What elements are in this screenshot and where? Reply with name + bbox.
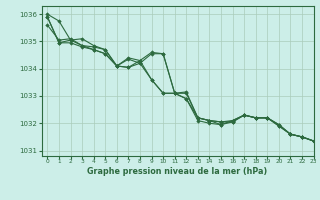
X-axis label: Graphe pression niveau de la mer (hPa): Graphe pression niveau de la mer (hPa) xyxy=(87,167,268,176)
